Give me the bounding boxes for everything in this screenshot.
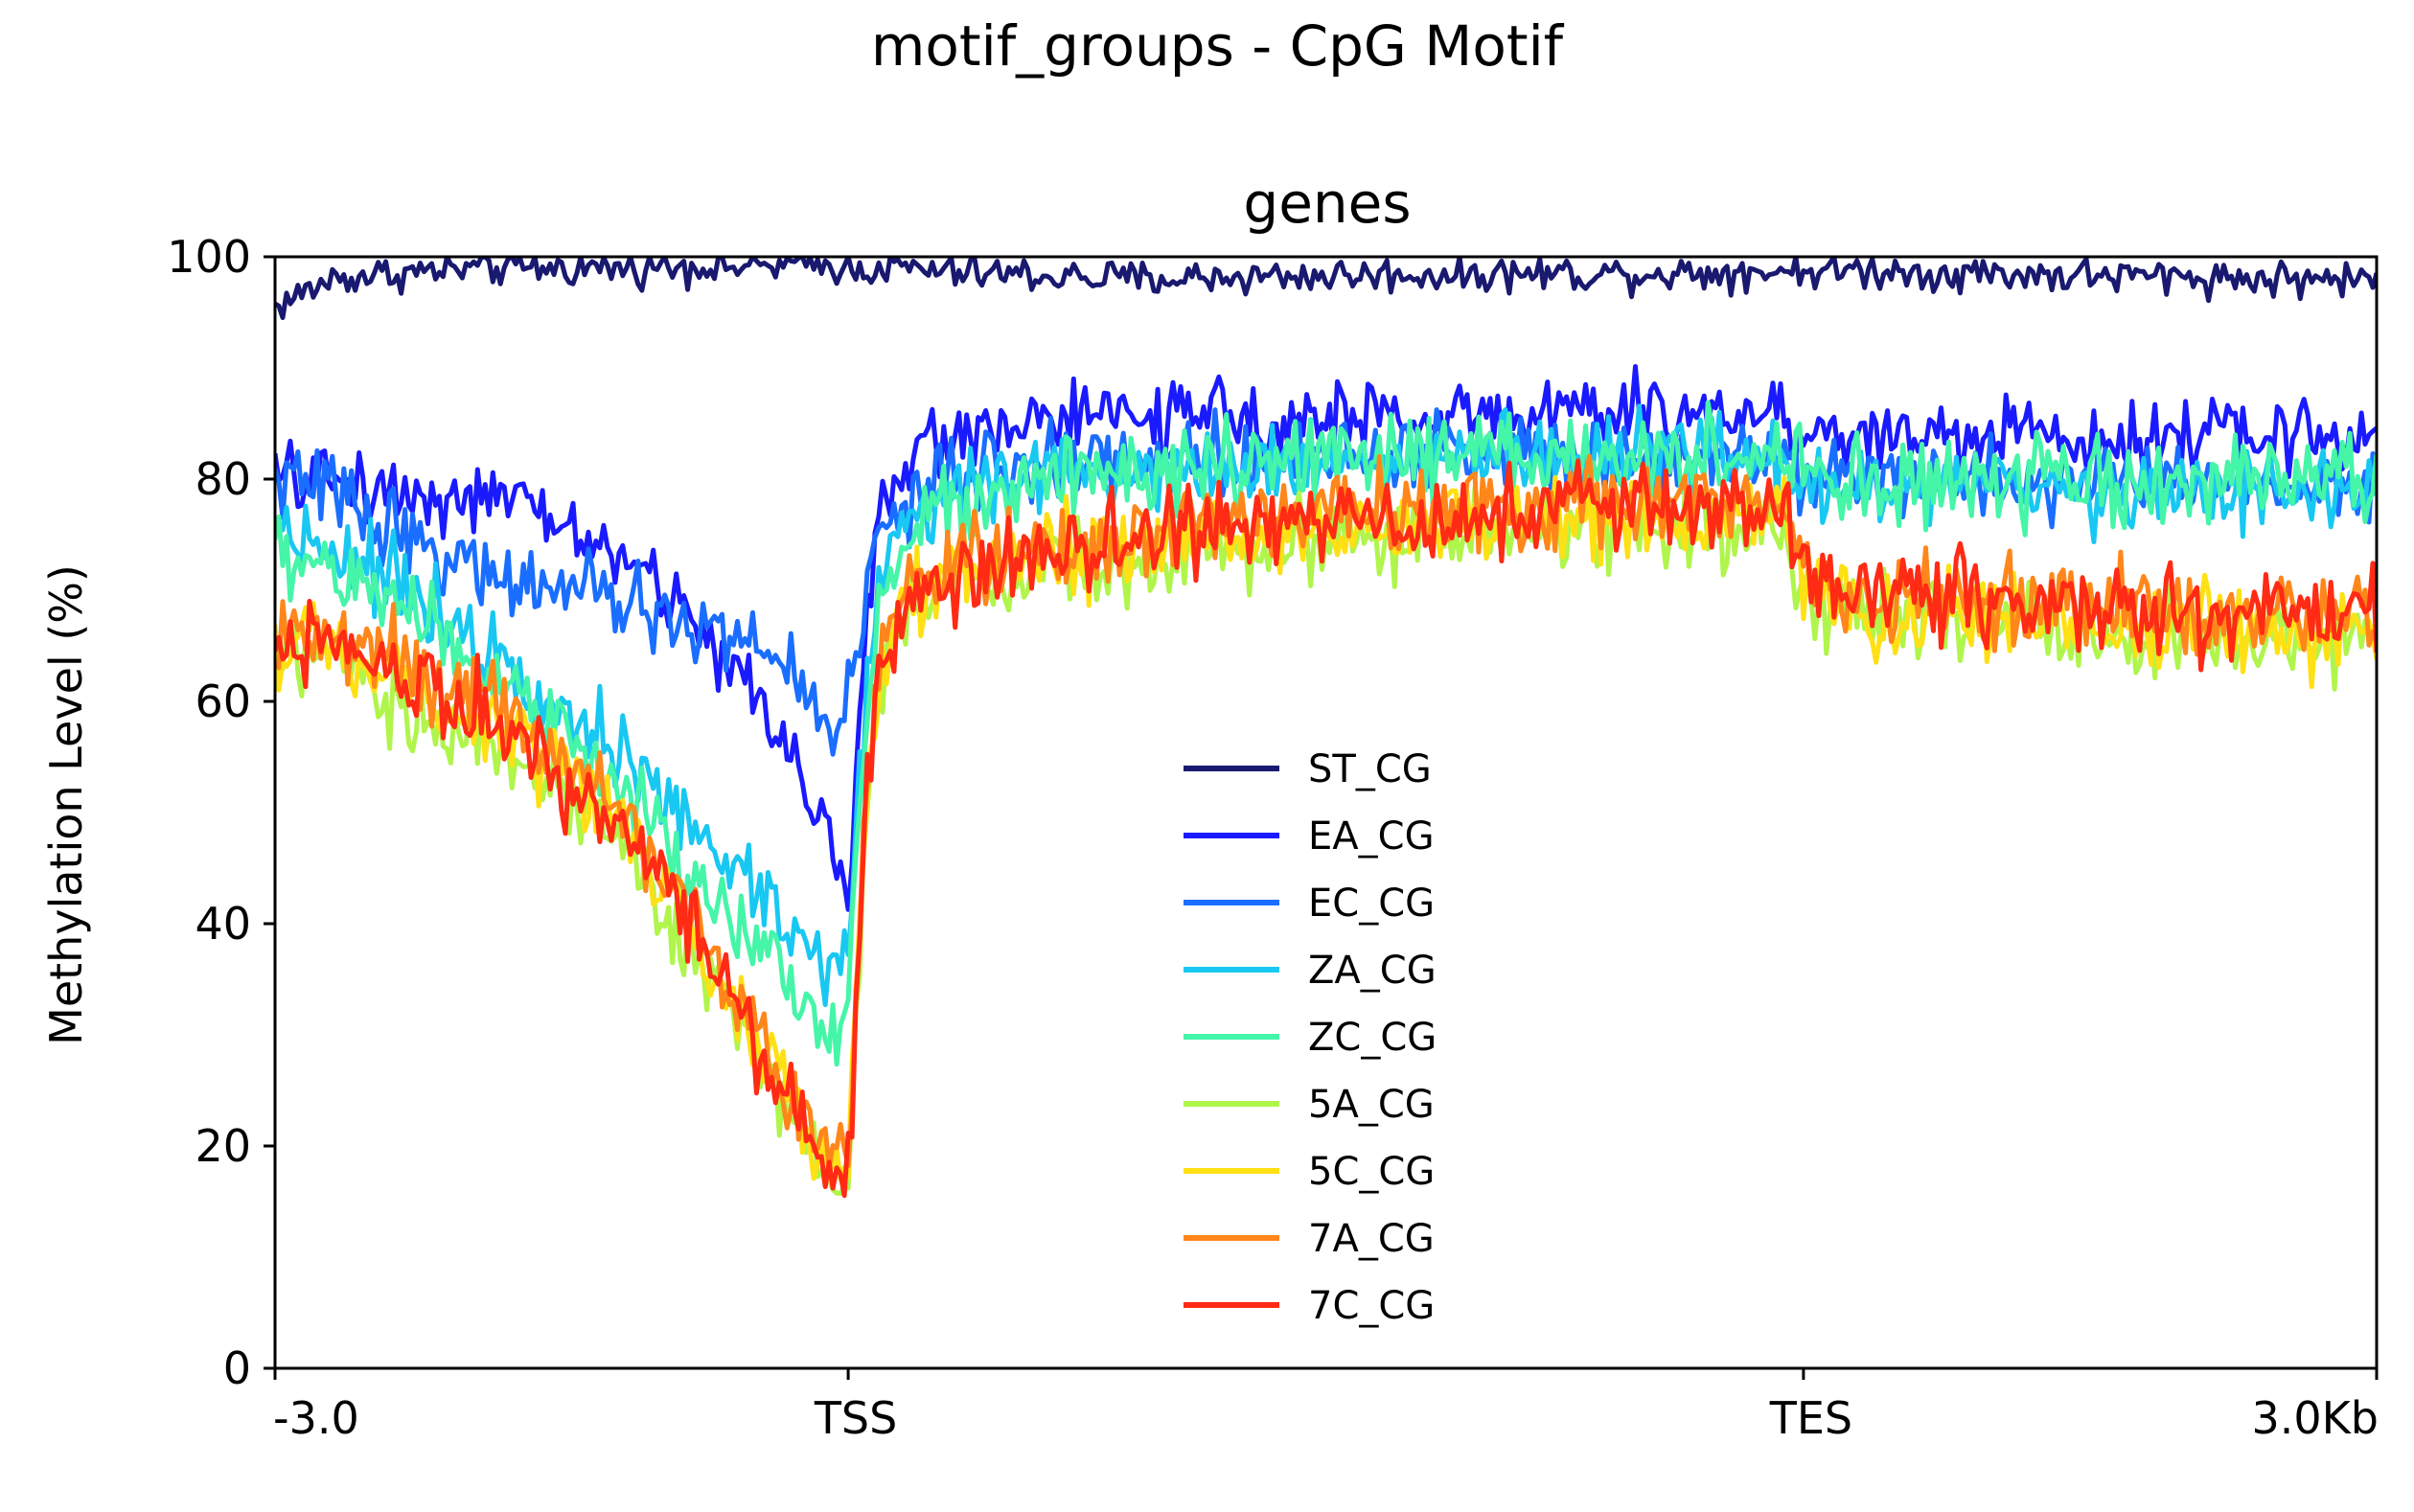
y-tick-label: 80 bbox=[195, 453, 251, 505]
series-layer bbox=[275, 257, 2377, 1199]
legend-label-5a_cg: 5A_CG bbox=[1308, 1083, 1435, 1127]
y-tick-label: 60 bbox=[195, 676, 251, 727]
y-tick-label: 100 bbox=[167, 231, 251, 283]
legend-label-za_cg: ZA_CG bbox=[1308, 949, 1437, 993]
y-tick-label: 20 bbox=[195, 1120, 251, 1172]
series-line-7c_cg bbox=[275, 458, 2377, 1199]
plot-frame bbox=[273, 255, 2379, 1370]
legend-label-5c_cg: 5C_CG bbox=[1308, 1150, 1435, 1194]
y-axis-label: Methylation Level (%) bbox=[40, 564, 92, 1045]
suptitle: motif_groups - CpG Motif bbox=[871, 13, 1565, 79]
x-tick-label: -3.0 bbox=[273, 1392, 359, 1444]
legend: ST_CG EA_CG EC_CG ZA_CG ZC_CG 5A_CG 5C_CG 7A_CG… bbox=[1184, 747, 1437, 1328]
chart-title: genes bbox=[1243, 171, 1411, 236]
legend-label-ea_cg: EA_CG bbox=[1308, 814, 1435, 859]
x-tick-label: 3.0Kb bbox=[2251, 1392, 2379, 1444]
legend-label-7a_cg: 7A_CG bbox=[1308, 1217, 1435, 1261]
legend-label-st_cg: ST_CG bbox=[1308, 747, 1432, 791]
y-tick-label: 0 bbox=[223, 1342, 251, 1394]
x-tick-label: TSS bbox=[814, 1392, 898, 1444]
x-tick-label: TES bbox=[1769, 1392, 1852, 1444]
legend-label-7c_cg: 7C_CG bbox=[1308, 1284, 1435, 1328]
legend-label-zc_cg: ZC_CG bbox=[1308, 1016, 1437, 1060]
series-line-st_cg bbox=[275, 257, 2377, 320]
series-line-zc_cg bbox=[275, 400, 2377, 1067]
y-tick-label: 40 bbox=[195, 898, 251, 950]
legend-label-ec_cg: EC_CG bbox=[1308, 882, 1435, 926]
series-line-ea_cg bbox=[275, 364, 2377, 912]
axes-layer: 0 20 40 60 80 100 -3.0 TSS TES 3.0Kb bbox=[167, 231, 2379, 1444]
